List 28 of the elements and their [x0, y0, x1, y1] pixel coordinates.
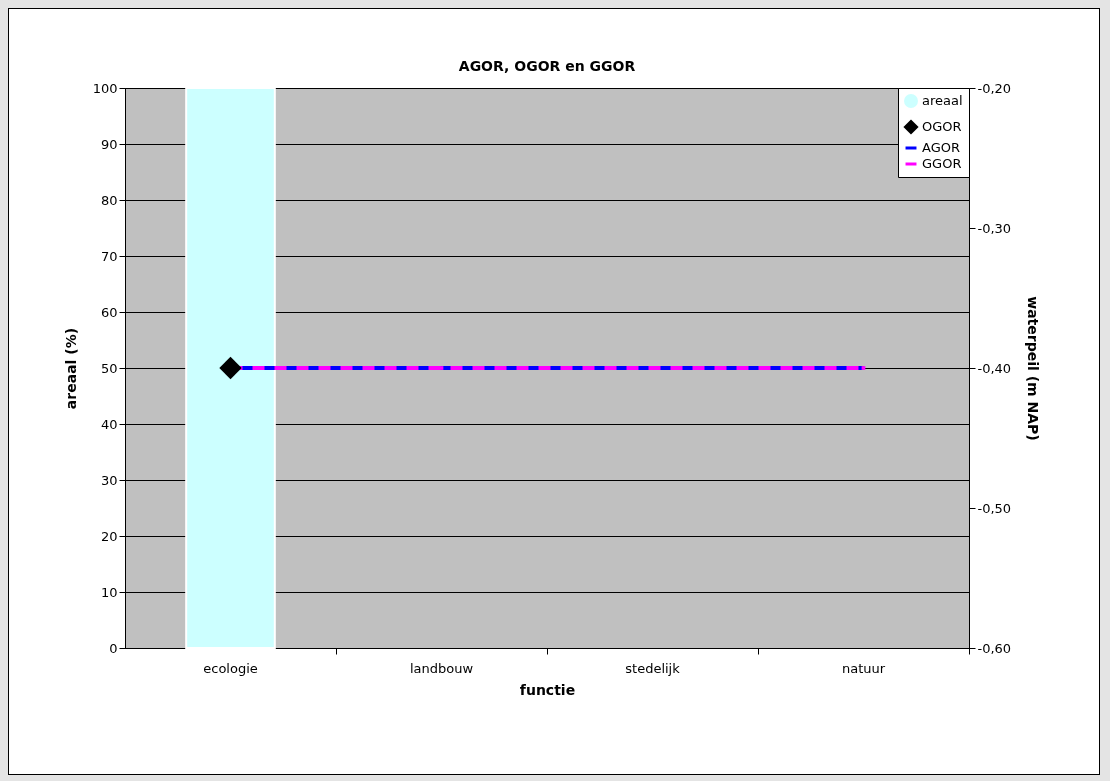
y-tick-label: 20 — [100, 528, 118, 544]
legend-label: areaal — [922, 93, 963, 108]
y2-axis-title: waterpeil (m NAP) — [1025, 296, 1042, 441]
y2-tick-label: -0,20 — [977, 80, 1012, 96]
y-tick-label: 60 — [100, 304, 118, 320]
y-tick-label: 50 — [100, 360, 118, 376]
x-tick-label: natuur — [841, 660, 886, 676]
y-tick-label: 80 — [100, 192, 118, 208]
x-axis-title: functie — [519, 681, 576, 698]
y-tick-label: 30 — [100, 472, 118, 488]
y-tick-label: 90 — [100, 136, 118, 152]
x-tick-label: stedelijk — [625, 660, 681, 676]
chart-title: AGOR, OGOR en GGOR — [458, 58, 636, 74]
y-tick-label: 0 — [109, 640, 118, 656]
y-tick-label: 70 — [100, 248, 118, 264]
y2-tick-label: -0,40 — [977, 360, 1012, 376]
y-tick-label: 10 — [100, 584, 118, 600]
legend-label: OGOR — [922, 119, 962, 134]
x-tick-label: ecologie — [203, 660, 258, 676]
x-tick-label: landbouw — [409, 660, 474, 676]
legend-label: AGOR — [922, 140, 961, 155]
y2-tick-label: -0,30 — [977, 220, 1012, 236]
y-axis-title: areaal (%) — [62, 327, 79, 410]
y2-tick-label: -0,60 — [977, 640, 1012, 656]
y2-tick-label: -0,50 — [977, 500, 1012, 516]
legend-label: GGOR — [922, 156, 962, 171]
y-tick-label: 40 — [100, 416, 118, 432]
y-tick-label: 100 — [92, 80, 118, 96]
